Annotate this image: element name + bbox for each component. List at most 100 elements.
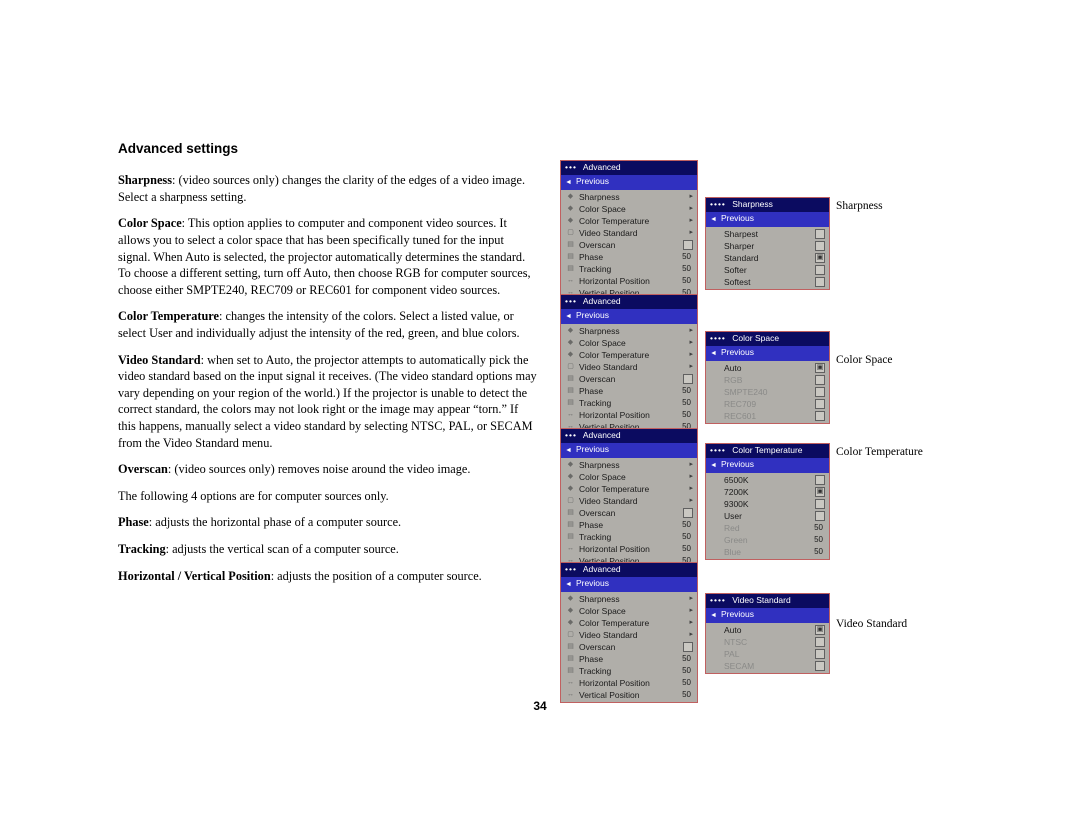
menu-row[interactable]: Phase50 [561,519,697,531]
menu-row[interactable]: Phase50 [561,251,697,263]
menu-row[interactable]: SECAM [706,660,829,672]
menu-row-checkbox[interactable] [815,487,825,497]
menu-row[interactable]: Horizontal Position50 [561,543,697,555]
menu-row[interactable]: Overscan [561,641,697,653]
menu-previous[interactable]: Previous [706,458,829,473]
menu-row-checkbox[interactable] [815,475,825,485]
menu-row[interactable]: Tracking50 [561,397,697,409]
menu-row[interactable]: Sharper [706,240,829,252]
menu-row-checkbox[interactable] [815,387,825,397]
menu-row[interactable]: Phase50 [561,385,697,397]
menu-previous[interactable]: Previous [561,309,697,324]
menu-row-checkbox[interactable] [815,375,825,385]
menu-row[interactable]: Red50 [706,522,829,534]
menu-row-label: Softer [724,264,815,276]
menu-row[interactable]: Phase50 [561,653,697,665]
menu-row-icon [565,325,576,337]
menu-row-checkbox[interactable] [815,411,825,421]
menu-row-checkbox[interactable] [815,399,825,409]
menu-row[interactable]: Sharpness [561,325,697,337]
menu-row[interactable]: Overscan [561,239,697,251]
menu-row[interactable]: Color Space [561,337,697,349]
menu-row-checkbox[interactable] [815,511,825,521]
menu-row[interactable]: Color Space [561,605,697,617]
menu-row[interactable]: Color Temperature [561,215,697,227]
menu-row-checkbox[interactable] [815,499,825,509]
menu-row-checkbox[interactable] [815,277,825,287]
menu-row[interactable]: Color Temperature [561,483,697,495]
menu-row[interactable]: Softest [706,276,829,288]
menu-row[interactable]: RGB [706,374,829,386]
menu-row[interactable]: Color Space [561,471,697,483]
menu-row-checkbox[interactable] [683,240,693,250]
menu-row-icon [565,483,576,495]
menu-row-label: 9300K [724,498,815,510]
menu-row[interactable]: Color Temperature [561,617,697,629]
menu-row[interactable]: Video Standard [561,227,697,239]
caption-video-standard: Video Standard [836,618,907,630]
menu-row-checkbox[interactable] [815,637,825,647]
menu-row[interactable]: Sharpness [561,459,697,471]
menu-row[interactable]: Overscan [561,507,697,519]
menu-row[interactable]: Green50 [706,534,829,546]
menu-row[interactable]: NTSC [706,636,829,648]
menu-row[interactable]: Auto [706,624,829,636]
menu-previous[interactable]: Previous [706,608,829,623]
menu-row[interactable]: 6500K [706,474,829,486]
menu-row-checkbox[interactable] [815,265,825,275]
menu-row[interactable]: Softer [706,264,829,276]
menu-row-icon [565,203,576,215]
menu-previous[interactable]: Previous [561,577,697,592]
menu-row[interactable]: Vertical Position50 [561,689,697,701]
menu-row-checkbox[interactable] [815,649,825,659]
menu-row[interactable]: Tracking50 [561,665,697,677]
submenu-arrow-icon [689,215,693,227]
menu-row[interactable]: Auto [706,362,829,374]
submenu-arrow-icon [689,361,693,373]
color-temperature-menu-panel: •••• Color TemperaturePrevious6500K7200K… [705,443,830,560]
menu-previous[interactable]: Previous [706,346,829,361]
menu-row-value: 50 [682,263,693,275]
menu-row[interactable]: Sharpest [706,228,829,240]
menu-row-checkbox[interactable] [815,363,825,373]
menu-row-checkbox[interactable] [815,253,825,263]
menu-row[interactable]: Sharpness [561,593,697,605]
body-paragraph: Overscan: (video sources only) removes n… [118,461,538,478]
menu-row[interactable]: REC601 [706,410,829,422]
menu-row[interactable]: Tracking50 [561,531,697,543]
menu-row[interactable]: Sharpness [561,191,697,203]
menu-row[interactable]: SMPTE240 [706,386,829,398]
menu-row[interactable]: Video Standard [561,629,697,641]
menu-row-checkbox[interactable] [683,508,693,518]
menu-row[interactable]: PAL [706,648,829,660]
menu-row-icon [565,337,576,349]
menu-row-checkbox[interactable] [815,241,825,251]
menu-row[interactable]: Overscan [561,373,697,385]
menu-row[interactable]: 9300K [706,498,829,510]
menu-row[interactable]: Standard [706,252,829,264]
menu-row[interactable]: Horizontal Position50 [561,409,697,421]
menu-row[interactable]: 7200K [706,486,829,498]
menu-row-checkbox[interactable] [683,374,693,384]
menu-previous[interactable]: Previous [561,443,697,458]
menu-row-checkbox[interactable] [815,229,825,239]
menu-row-checkbox[interactable] [683,642,693,652]
menu-row[interactable]: Video Standard [561,495,697,507]
menu-row-label: Phase [579,519,682,531]
menu-row-checkbox[interactable] [815,661,825,671]
menu-previous[interactable]: Previous [706,212,829,227]
submenu-arrow-icon [689,605,693,617]
menu-titlebar: •••• Sharpness [706,198,829,212]
menu-row[interactable]: Video Standard [561,361,697,373]
video-standard-menu-panel: •••• Video StandardPreviousAutoNTSCPALSE… [705,593,830,674]
menu-previous[interactable]: Previous [561,175,697,190]
menu-row[interactable]: Color Space [561,203,697,215]
menu-row[interactable]: Horizontal Position50 [561,275,697,287]
menu-row-checkbox[interactable] [815,625,825,635]
menu-row[interactable]: User [706,510,829,522]
menu-row[interactable]: Blue50 [706,546,829,558]
menu-row[interactable]: Tracking50 [561,263,697,275]
menu-row[interactable]: REC709 [706,398,829,410]
menu-row[interactable]: Horizontal Position50 [561,677,697,689]
menu-row[interactable]: Color Temperature [561,349,697,361]
